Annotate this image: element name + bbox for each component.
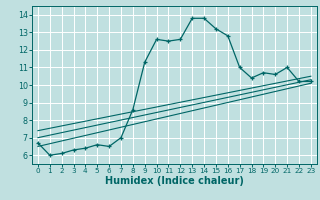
X-axis label: Humidex (Indice chaleur): Humidex (Indice chaleur) xyxy=(105,176,244,186)
